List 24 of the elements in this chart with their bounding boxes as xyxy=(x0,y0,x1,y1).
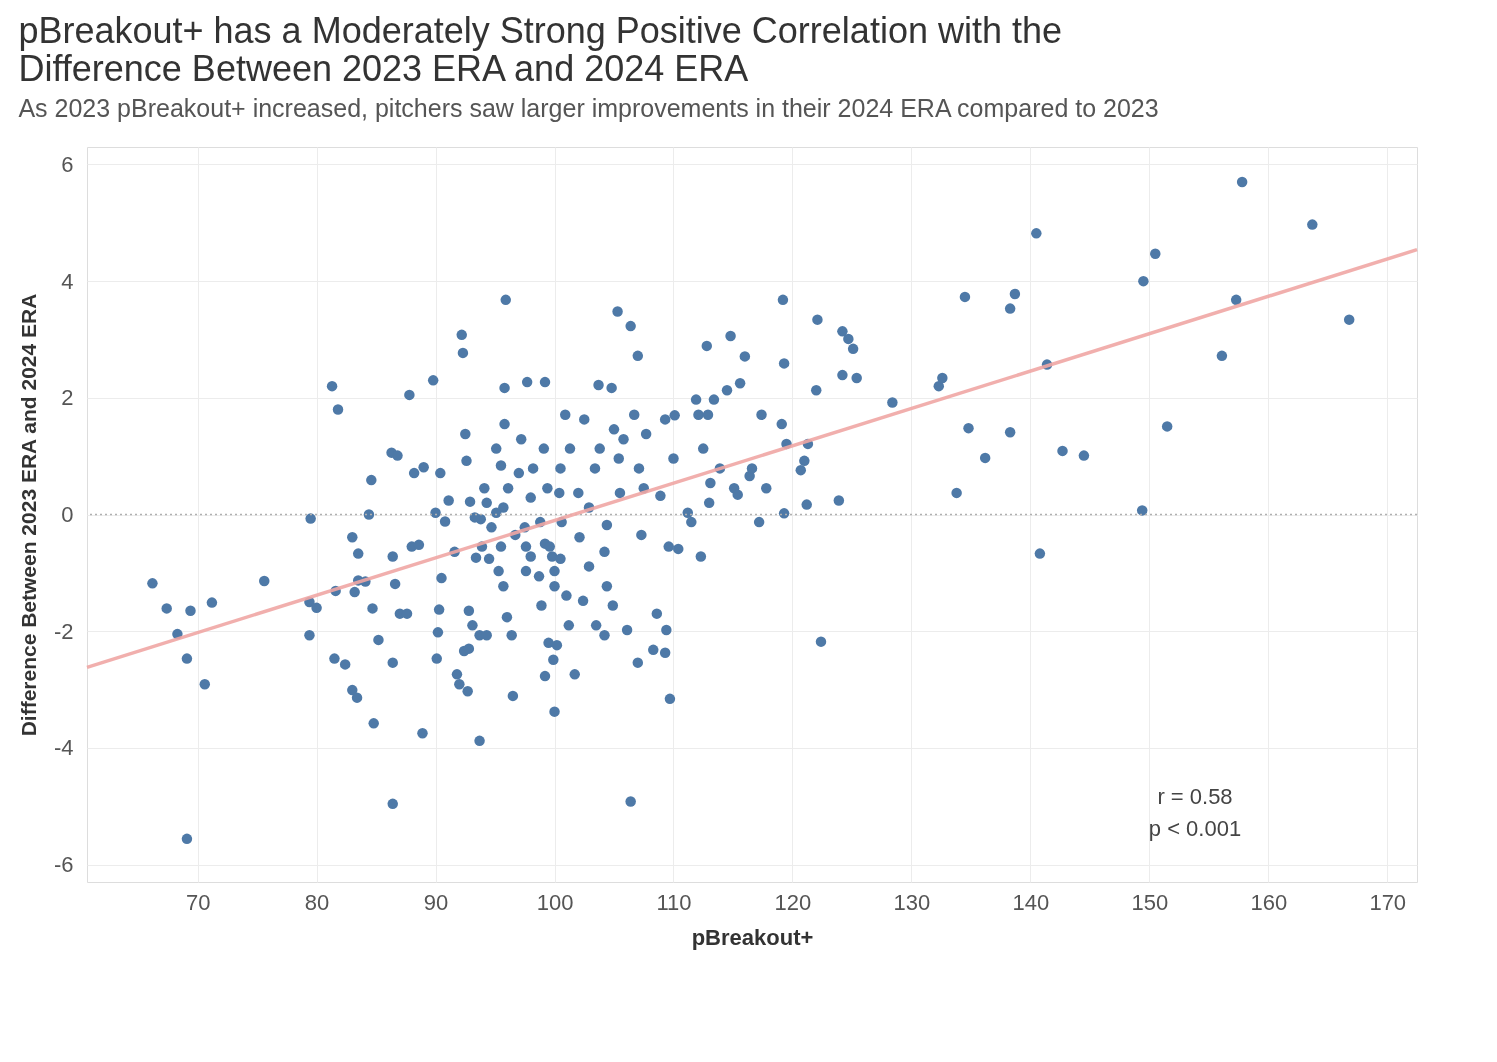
y-tick-label: -4 xyxy=(53,735,74,761)
y-tick-label: 4 xyxy=(61,268,74,294)
x-tick-label: 120 xyxy=(774,889,812,915)
y-axis-title: Difference Between 2023 ERA and 2024 ERA xyxy=(16,293,40,737)
annotation: r = 0.58 xyxy=(1157,784,1233,809)
y-tick-label: 6 xyxy=(61,152,74,177)
x-tick-label: 160 xyxy=(1250,889,1288,915)
x-tick-label: 100 xyxy=(536,889,574,915)
chart-subtitle: As 2023 pBreakout+ increased, pitchers saw larger improvements in their 2024 ERA compared to 2023 xyxy=(18,94,1159,122)
y-tick-label: 0 xyxy=(61,502,74,527)
x-tick-label: 170 xyxy=(1369,889,1407,915)
x-axis-title: pBreakout+ xyxy=(691,924,814,950)
y-tick-label: 2 xyxy=(61,385,74,411)
x-tick-label: 90 xyxy=(423,889,449,915)
x-tick-label: 70 xyxy=(185,889,211,915)
x-tick-label: 80 xyxy=(304,889,330,915)
x-tick-label: 130 xyxy=(893,889,931,915)
y-tick-label: -6 xyxy=(53,852,74,877)
y-tick-label: -2 xyxy=(53,618,74,644)
x-tick-label: 150 xyxy=(1131,889,1169,915)
text: pBreakout+ has a Moderately Strong Positive Correlation with the xyxy=(18,10,1062,51)
x-tick-label: 110 xyxy=(656,889,692,915)
annotation: p < 0.001 xyxy=(1148,816,1242,841)
x-tick-label: 140 xyxy=(1012,889,1050,915)
